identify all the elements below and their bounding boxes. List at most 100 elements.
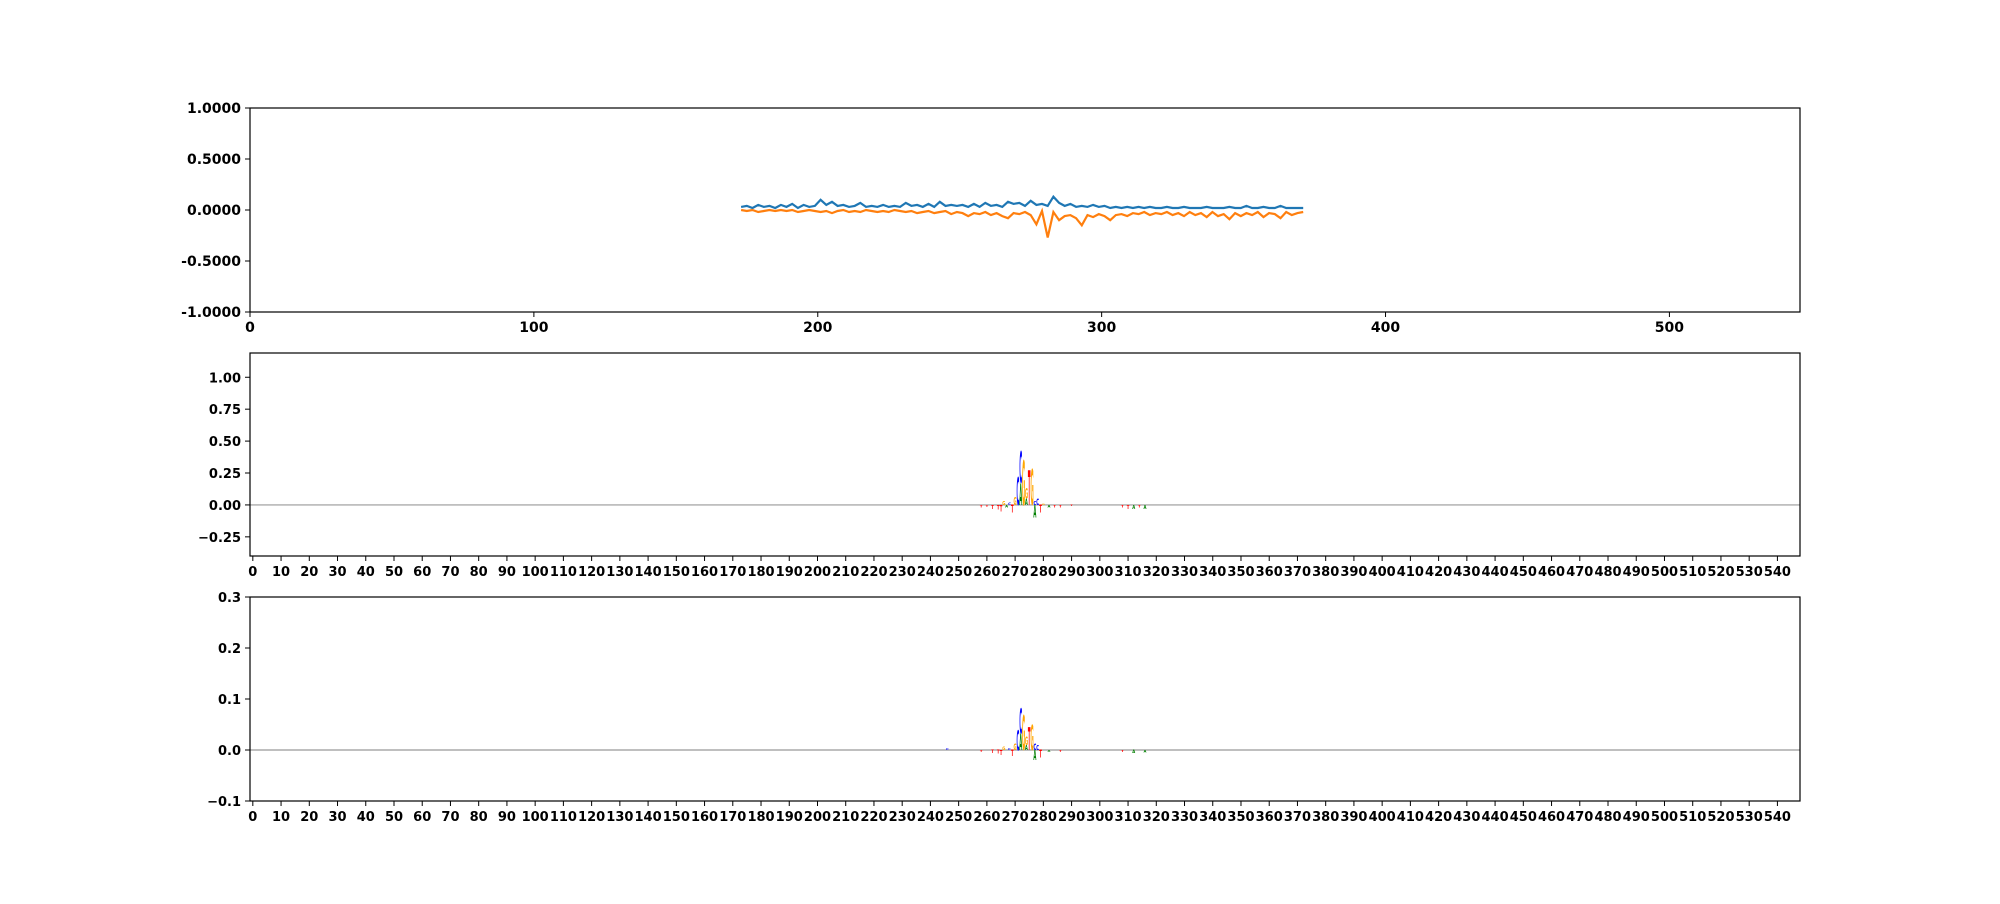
x-tick-label: 350 (1227, 810, 1254, 825)
x-tick-label: 90 (498, 810, 516, 825)
logo-letter-T: T (1011, 748, 1014, 758)
x-tick-label: 510 (1679, 810, 1706, 825)
axes-frame (249, 107, 1801, 313)
y-tick-label: 1.00 (209, 371, 241, 386)
x-tick-label: 110 (550, 565, 577, 580)
y-tick-label: 0.50 (209, 435, 241, 450)
logo-letter-C: C (1019, 444, 1022, 495)
x-tick-label: 490 (1623, 810, 1650, 825)
x-tick-label: 310 (1114, 565, 1141, 580)
x-tick-label: 390 (1340, 810, 1367, 825)
x-tick-label: 380 (1312, 565, 1339, 580)
y-tick-label: 0.25 (209, 467, 241, 482)
y-tick-label: 0.0 (218, 744, 241, 759)
x-tick-label: 470 (1566, 810, 1593, 825)
x-tick-label: 330 (1171, 810, 1198, 825)
x-tick-label: 530 (1736, 565, 1763, 580)
x-tick-label: 160 (691, 565, 718, 580)
x-tick-label: 90 (498, 565, 516, 580)
x-tick-label: 540 (1764, 810, 1791, 825)
x-tick-label: 500 (1651, 810, 1678, 825)
x-tick-label: 300 (1087, 320, 1116, 336)
x-tick-label: 100 (522, 810, 549, 825)
x-tick-label: 20 (300, 810, 318, 825)
x-tick-label: 40 (357, 565, 375, 580)
y-tick-label: 0.2 (218, 642, 241, 657)
logo-letter-T: T (1121, 750, 1124, 753)
logo-letter-G: G (1025, 734, 1028, 747)
x-tick-label: 320 (1143, 565, 1170, 580)
logo-letter-A: A (1132, 504, 1135, 511)
logo-letter-T: T (1028, 722, 1031, 758)
logo-letter-A: A (1144, 750, 1147, 754)
x-tick-label: 380 (1312, 810, 1339, 825)
x-tick-label: 270 (1002, 810, 1029, 825)
axes-frame (249, 596, 1801, 802)
x-tick-label: 110 (550, 810, 577, 825)
x-tick-label: 300 (1086, 565, 1113, 580)
logo-letter-A: A (1132, 749, 1136, 754)
x-tick-label: 260 (973, 565, 1000, 580)
logo-letter-T: T (1059, 750, 1062, 753)
logo-letter-C: C (1008, 748, 1011, 751)
x-tick-label: 440 (1482, 810, 1509, 825)
x-tick-label: 0 (248, 565, 257, 580)
logo-letter-T: T (997, 505, 1000, 512)
x-tick-label: 220 (860, 810, 887, 825)
x-tick-label: 300 (1086, 810, 1113, 825)
x-tick-label: 140 (635, 810, 662, 825)
x-tick-label: 250 (945, 565, 972, 580)
x-tick-label: 0 (248, 810, 257, 825)
x-tick-label: 230 (889, 565, 916, 580)
x-tick-label: 450 (1510, 565, 1537, 580)
x-tick-label: 70 (441, 810, 459, 825)
x-tick-label: 360 (1256, 565, 1283, 580)
y-tick-label: 0.3 (218, 591, 241, 606)
y-tick-label: −0.1 (207, 795, 241, 810)
logo-letter-A: A (1019, 477, 1022, 512)
x-tick-label: 170 (719, 565, 746, 580)
logo-letter-G: G (1030, 718, 1033, 759)
x-tick-label: 80 (470, 810, 488, 825)
x-tick-label: 370 (1284, 810, 1311, 825)
x-tick-label: 30 (328, 810, 346, 825)
logo-letter-T: T (1011, 503, 1014, 515)
x-tick-label: 210 (832, 565, 859, 580)
logo-letter-T: T (1039, 748, 1042, 760)
logo-letter-T: T (991, 504, 994, 511)
x-tick-label: 370 (1284, 565, 1311, 580)
x-tick-label: 290 (1058, 810, 1085, 825)
logo-letter-C: C (1008, 502, 1011, 506)
logo-letter-T: T (1053, 505, 1056, 509)
logo-letter-T: T (1127, 504, 1130, 511)
logo-letter-A: A (1025, 497, 1028, 507)
logo-letter-C: C (1036, 497, 1039, 507)
logo-letter-T: T (1000, 750, 1003, 757)
y-tick-label: 0.5000 (187, 152, 241, 168)
logo-letter-G: G (1014, 496, 1017, 508)
logo-letter-A: A (1144, 504, 1147, 511)
x-tick-label: 200 (803, 320, 832, 336)
x-tick-label: 350 (1227, 565, 1254, 580)
x-tick-label: 200 (804, 565, 831, 580)
x-tick-label: 430 (1453, 565, 1480, 580)
logo-letter-G: G (1002, 500, 1005, 507)
logo-letter-A: A (1033, 748, 1036, 764)
x-tick-label: 310 (1114, 810, 1141, 825)
line-series-2 (740, 207, 1304, 238)
x-tick-label: 220 (860, 565, 887, 580)
x-tick-label: 340 (1199, 810, 1226, 825)
x-tick-label: 50 (385, 810, 403, 825)
x-tick-label: 250 (945, 810, 972, 825)
logo-letter-T: T (986, 504, 990, 507)
logo-letter-G: G (1022, 450, 1025, 521)
x-tick-label: 390 (1340, 565, 1367, 580)
x-tick-label: 180 (747, 810, 774, 825)
x-tick-label: 410 (1397, 810, 1424, 825)
logo-letter-T: T (1138, 505, 1141, 509)
x-tick-label: 290 (1058, 565, 1085, 580)
x-tick-label: 430 (1453, 810, 1480, 825)
x-tick-label: 170 (719, 810, 746, 825)
x-tick-label: 490 (1623, 565, 1650, 580)
